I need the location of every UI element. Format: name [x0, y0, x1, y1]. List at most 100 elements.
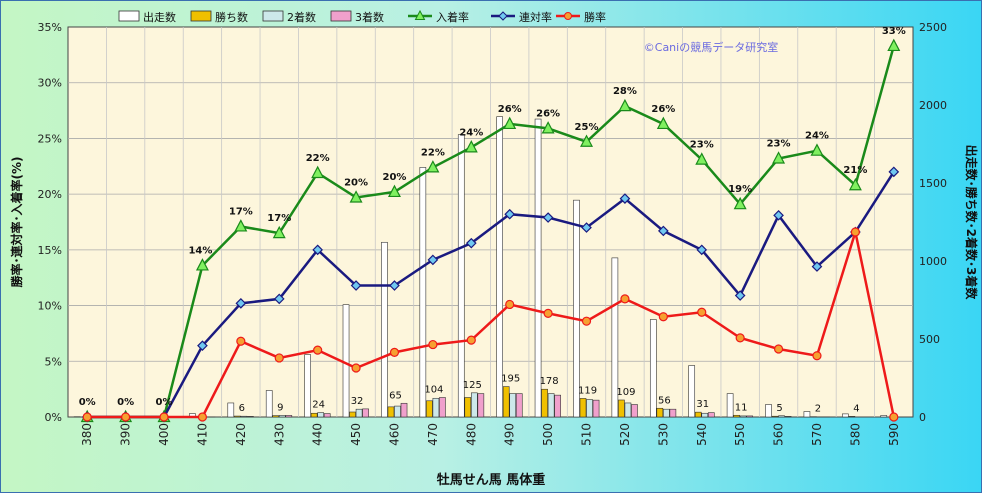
bar — [695, 412, 701, 417]
point-marker — [544, 309, 552, 317]
bar — [842, 414, 848, 417]
data-label-wins: 4 — [853, 403, 859, 414]
point-marker — [390, 348, 398, 356]
bar — [478, 394, 484, 417]
bar — [305, 355, 311, 417]
x-tick-label: 460 — [387, 423, 401, 446]
bar — [772, 416, 778, 417]
point-marker — [160, 413, 168, 421]
bar — [247, 416, 253, 417]
legend-label: 勝率 — [584, 10, 606, 24]
point-marker — [659, 313, 667, 321]
bar — [234, 416, 240, 417]
bar — [593, 400, 599, 417]
bar — [356, 409, 362, 417]
bar — [580, 398, 586, 417]
point-marker — [851, 228, 859, 236]
legend-marker — [565, 13, 572, 20]
point-marker — [583, 317, 591, 325]
point-marker — [429, 341, 437, 349]
bar — [663, 409, 669, 417]
y-right-axis-title: 出走数･勝ち数･2着数･3着数 — [964, 145, 979, 301]
data-label-rate: 19% — [728, 184, 752, 195]
x-tick-label: 470 — [426, 423, 440, 446]
data-label-wins: 56 — [658, 395, 671, 406]
bar — [439, 398, 445, 418]
y-left-tick-label: 5% — [45, 355, 62, 368]
bar — [350, 412, 356, 417]
legend-swatch — [191, 11, 211, 21]
data-label-wins: 6 — [239, 403, 245, 414]
bar — [625, 403, 631, 417]
point-marker — [736, 334, 744, 342]
credit-text: ©Caniの競馬データ研究室 — [644, 40, 778, 54]
bar — [542, 389, 548, 417]
bar — [343, 305, 349, 417]
legend-swatch — [263, 11, 283, 21]
point-marker — [506, 300, 514, 308]
bar — [458, 135, 464, 417]
x-tick-label: 440 — [311, 423, 325, 446]
data-label-rate: 25% — [575, 122, 599, 133]
bar — [228, 403, 234, 417]
bar — [618, 400, 624, 417]
data-label-rate: 26% — [536, 108, 560, 119]
bar — [779, 416, 785, 417]
bar — [465, 398, 471, 418]
bar — [727, 394, 733, 417]
data-label-wins: 195 — [501, 374, 520, 385]
x-tick-label: 510 — [580, 423, 594, 446]
bar — [426, 401, 432, 417]
bar — [311, 413, 317, 417]
bar — [535, 119, 541, 417]
x-tick-label: 560 — [772, 423, 786, 446]
bar — [286, 415, 292, 417]
bar — [388, 407, 394, 417]
data-label-rate: 20% — [344, 177, 368, 188]
data-label-wins: 5 — [776, 403, 782, 414]
x-tick-label: 590 — [887, 423, 901, 446]
data-label-rate: 23% — [767, 138, 791, 149]
data-label-rate: 14% — [188, 245, 212, 256]
x-tick-label: 520 — [618, 423, 632, 446]
y-left-tick-label: 10% — [38, 300, 62, 313]
x-tick-label: 580 — [848, 423, 862, 446]
point-marker — [314, 346, 322, 354]
data-label-wins: 65 — [389, 390, 402, 401]
legend-marker — [499, 12, 507, 20]
x-tick-label: 550 — [733, 423, 747, 446]
bar — [849, 416, 855, 417]
y-left-tick-label: 35% — [38, 21, 62, 34]
x-tick-label: 540 — [695, 423, 709, 446]
point-marker — [467, 336, 475, 344]
y-left-axis-title: 勝率･連対率･入着率(%) — [9, 157, 24, 288]
bar — [734, 415, 740, 417]
data-label-rate: 0% — [156, 397, 173, 408]
data-label-wins: 9 — [277, 402, 283, 413]
y-left-tick-label: 0% — [45, 411, 62, 424]
bar — [740, 416, 746, 417]
x-tick-label: 500 — [541, 423, 555, 446]
y-left-tick-label: 20% — [38, 188, 62, 201]
data-label-rate: 0% — [79, 397, 96, 408]
bar — [497, 117, 503, 417]
bar — [747, 416, 753, 417]
point-marker — [775, 345, 783, 353]
data-label-rate: 21% — [843, 165, 867, 176]
bar — [650, 320, 656, 418]
point-marker — [890, 413, 898, 421]
bar — [318, 413, 324, 417]
data-label-rate: 0% — [117, 397, 134, 408]
data-label-wins: 104 — [424, 385, 443, 396]
data-label-wins: 24 — [312, 400, 325, 411]
data-label-wins: 31 — [696, 399, 709, 410]
data-label-rate: 22% — [421, 147, 445, 158]
bar — [657, 408, 663, 417]
x-tick-label: 450 — [349, 423, 363, 446]
bar — [471, 393, 477, 417]
legend-label: 出走数 — [143, 10, 176, 24]
x-tick-label: 480 — [464, 423, 478, 446]
data-label-wins: 2 — [815, 404, 821, 415]
bar — [785, 416, 791, 417]
data-label-rate: 26% — [651, 104, 675, 115]
